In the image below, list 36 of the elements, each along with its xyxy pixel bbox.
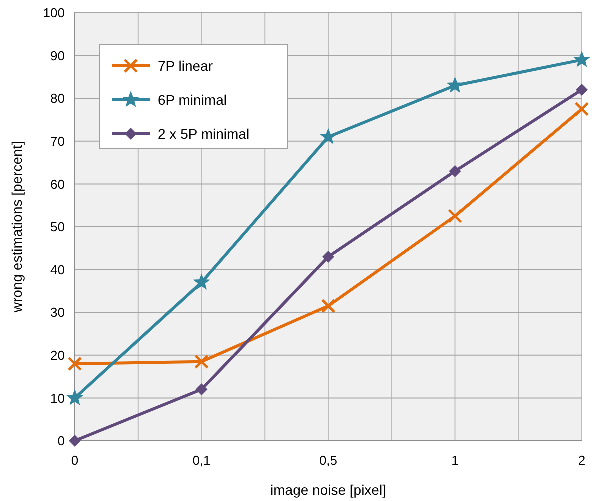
y-tick-label: 40: [50, 262, 65, 278]
point: [574, 52, 590, 67]
x-tick-label: 2: [578, 453, 586, 468]
point: [322, 250, 334, 263]
y-tick-label: 0: [58, 434, 65, 449]
y-tick-label: 80: [50, 91, 65, 106]
legend-label: 7P linear: [158, 58, 214, 74]
point: [194, 354, 209, 370]
y-tick-label: 20: [50, 348, 65, 363]
y-tick-label: 90: [50, 48, 65, 64]
point: [576, 84, 588, 96]
y-tick-label: 30: [50, 305, 65, 320]
x-tick-label: 0: [71, 453, 79, 468]
point: [194, 274, 210, 290]
point: [68, 356, 82, 372]
point: [448, 209, 462, 224]
point: [320, 129, 336, 144]
y-tick-label: 10: [50, 390, 65, 406]
y-tick-label: 60: [50, 176, 65, 192]
point: [321, 298, 336, 314]
y-tick-label: 50: [50, 220, 65, 235]
y-tick-label: 70: [50, 134, 65, 149]
legend-label: 6P minimal: [158, 92, 227, 108]
x-tick-label: 0,1: [192, 453, 211, 468]
x-axis-title: image noise [pixel]: [270, 482, 386, 498]
legend-label: 2 x 5P minimal: [158, 126, 250, 142]
point: [69, 435, 81, 447]
point: [448, 78, 463, 92]
x-tick-label: 0,5: [319, 453, 338, 468]
x-tick-label: 1: [452, 453, 459, 468]
y-tick-label: 100: [43, 6, 65, 21]
point: [196, 384, 208, 396]
point: [449, 165, 462, 178]
point: [67, 390, 83, 405]
point: [574, 102, 590, 117]
y-axis-title: wrong estimations [percent]: [9, 141, 25, 314]
